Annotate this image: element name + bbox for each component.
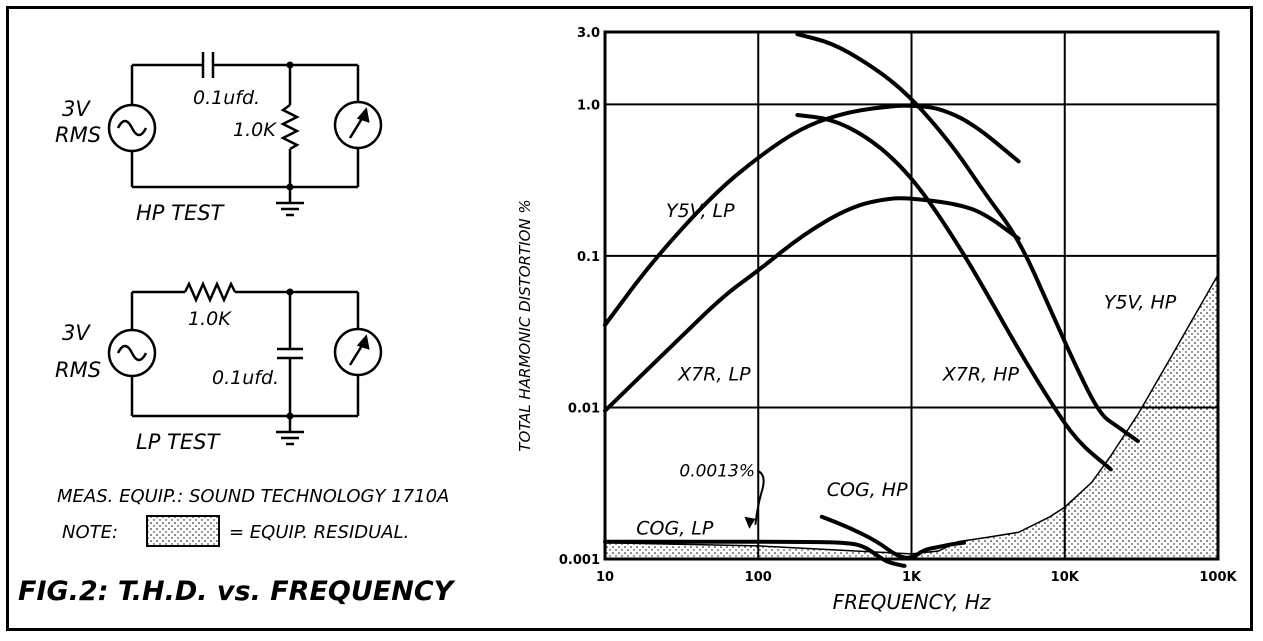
y-tick-label: 1.0 bbox=[577, 98, 600, 113]
hp-resistor-label: 1.0K bbox=[233, 119, 277, 141]
hp-source-label-1: 3V bbox=[62, 97, 91, 121]
series-label-cog-lp: COG, LP bbox=[636, 518, 714, 540]
series-line-x7r-hp bbox=[795, 113, 1113, 472]
y-tick-label: 0.001 bbox=[559, 553, 600, 568]
x-tick-label: 100 bbox=[745, 570, 772, 585]
meas-equip-text: MEAS. EQUIP.: SOUND TECHNOLOGY 1710A bbox=[57, 486, 449, 507]
note-label: NOTE: bbox=[62, 522, 118, 543]
lp-source-label-2: RMS bbox=[55, 358, 101, 382]
hp-sine-glyph-icon bbox=[116, 119, 148, 137]
y-tick-label: 0.01 bbox=[568, 401, 600, 416]
lp-capacitor-label: 0.1ufd. bbox=[212, 367, 279, 389]
lp-resistor-label: 1.0K bbox=[188, 308, 232, 330]
annotation-text: 0.0013% bbox=[679, 462, 755, 482]
annotation-arrow bbox=[754, 469, 765, 525]
series-line-x7r-lp bbox=[603, 196, 1021, 413]
y-axis-label: TOTAL HARMONIC DISTORTION % bbox=[516, 199, 534, 451]
hp-resistor-icon bbox=[280, 103, 300, 151]
annotation-arrowhead bbox=[744, 516, 756, 529]
hp-test-title: HP TEST bbox=[136, 201, 226, 225]
series-line-y5v-lp bbox=[603, 103, 1021, 327]
lp-sine-glyph-icon bbox=[116, 344, 148, 362]
series-line-cog-hp bbox=[819, 514, 966, 560]
lp-test-title: LP TEST bbox=[136, 430, 221, 454]
series-label-cog-hp: COG, HP bbox=[827, 479, 908, 501]
x-tick-label: 10K bbox=[1051, 570, 1080, 585]
series-label-x7r-lp: X7R, LP bbox=[677, 364, 751, 386]
x-tick-label: 100K bbox=[1199, 570, 1237, 585]
hp-test-circuit bbox=[107, 52, 383, 217]
figure-frame bbox=[6, 6, 1253, 631]
residual-region bbox=[604, 271, 1219, 560]
x-axis-label: FREQUENCY, Hz bbox=[833, 590, 991, 614]
series-label-x7r-hp: X7R, HP bbox=[942, 364, 1020, 386]
hp-ground-icon bbox=[276, 201, 304, 217]
series-label-y5v-lp: Y5V, LP bbox=[666, 200, 735, 222]
note-text: = EQUIP. RESIDUAL. bbox=[229, 522, 409, 543]
series-line-cog-lp bbox=[603, 539, 907, 568]
hp-source-label-2: RMS bbox=[55, 123, 101, 147]
y-tick-label: 3.0 bbox=[577, 26, 600, 41]
series-label-y5v-hp: Y5V, HP bbox=[1104, 291, 1177, 313]
hp-capacitor-label: 0.1ufd. bbox=[193, 87, 260, 109]
lp-source-label-1: 3V bbox=[62, 321, 91, 345]
series-line-y5v-hp bbox=[795, 32, 1140, 444]
x-tick-label: 10 bbox=[596, 570, 614, 585]
y-tick-label: 0.1 bbox=[577, 250, 600, 265]
lp-resistor-icon bbox=[183, 280, 237, 304]
lp-test-circuit bbox=[107, 280, 383, 446]
residual-swatch bbox=[146, 515, 220, 547]
x-tick-label: 1K bbox=[902, 570, 922, 585]
lp-ground-icon bbox=[276, 430, 304, 446]
figure-caption: FIG.2: T.H.D. vs. FREQUENCY bbox=[18, 576, 456, 607]
